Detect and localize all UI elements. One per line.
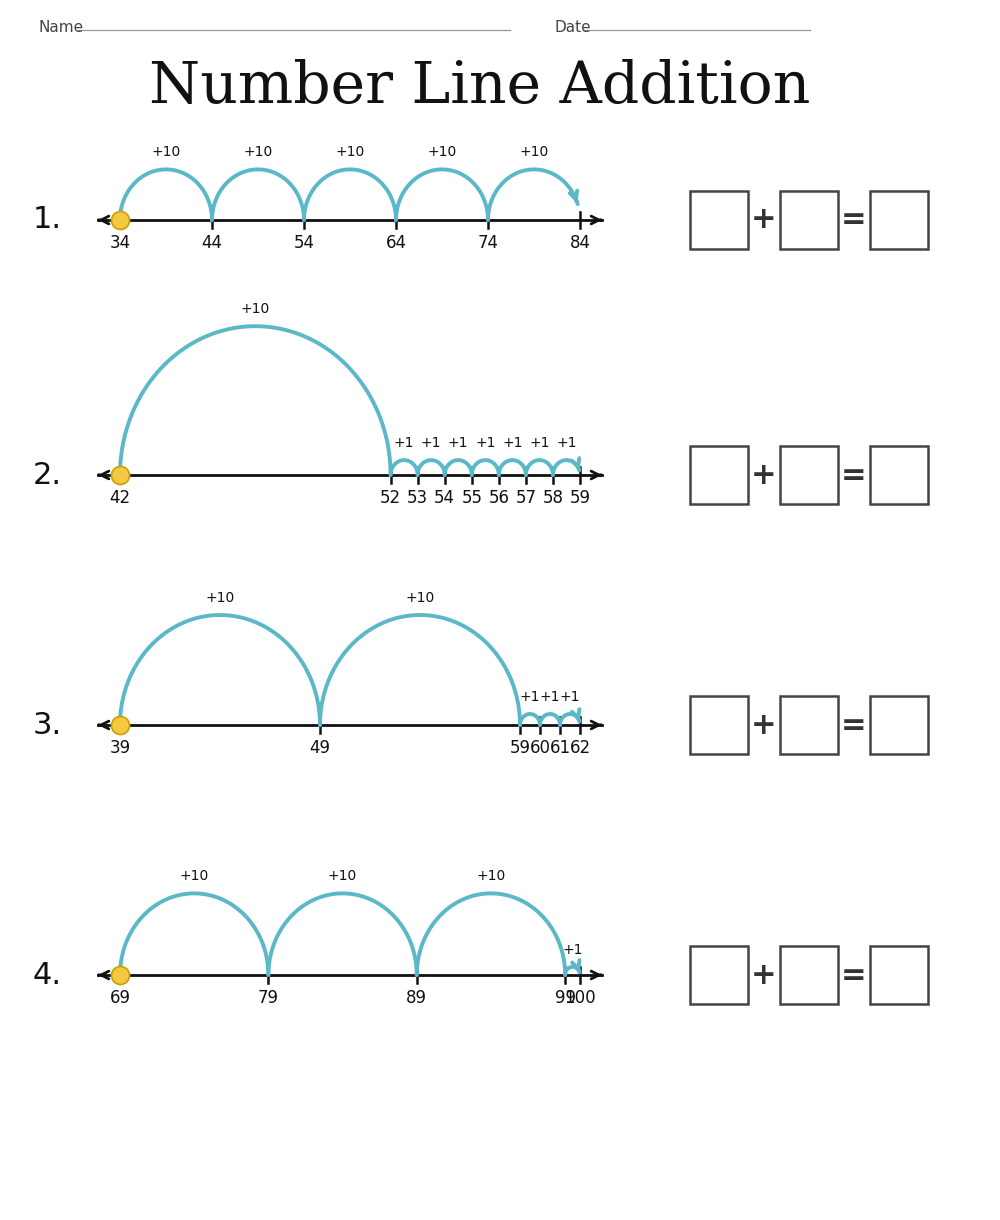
Text: 64: 64 [386,234,406,253]
Text: 59: 59 [570,489,590,508]
Text: +10: +10 [476,870,506,883]
Text: 79: 79 [258,989,279,1006]
Bar [870,695,928,754]
Text: =: = [841,710,867,739]
Text: +1: +1 [520,691,540,704]
Text: 100: 100 [564,989,596,1006]
Text: 1.: 1. [33,205,62,234]
Bar [870,447,928,504]
Text: 99: 99 [555,989,576,1006]
Text: 53: 53 [407,489,428,508]
Bar [780,192,838,249]
Text: 34: 34 [109,234,131,253]
Bar [690,695,748,754]
Text: 4.: 4. [33,960,62,989]
Text: +1: +1 [394,436,414,450]
Text: +1: +1 [560,691,580,704]
Text: +10: +10 [335,145,365,160]
Bar [780,447,838,504]
Text: +10: +10 [243,145,273,160]
Text: +1: +1 [502,436,523,450]
Text: 61: 61 [549,739,571,756]
Text: +1: +1 [540,691,560,704]
Text: +10: +10 [427,145,457,160]
Text: +10: +10 [151,145,181,160]
Text: 56: 56 [488,489,509,508]
Bar [780,946,838,1004]
Bar [690,192,748,249]
Text: =: = [841,205,867,234]
Text: 59: 59 [510,739,530,756]
Text: +10: +10 [205,590,235,605]
Bar [870,192,928,249]
Text: +: + [751,460,777,489]
Text: 89: 89 [406,989,427,1006]
Text: 49: 49 [310,739,330,756]
Text: 54: 54 [294,234,314,253]
Text: +10: +10 [405,590,435,605]
Text: 52: 52 [380,489,401,508]
Text: +1: +1 [448,436,468,450]
Bar [780,695,838,754]
Text: 74: 74 [478,234,498,253]
Text: Date: Date [555,20,592,34]
Text: =: = [841,960,867,989]
Text: +1: +1 [421,436,441,450]
Text: +1: +1 [556,436,577,450]
Text: 2.: 2. [33,460,62,489]
Text: +: + [751,710,777,739]
Text: 58: 58 [542,489,563,508]
Text: =: = [841,460,867,489]
Text: 39: 39 [109,739,131,756]
Text: +10: +10 [241,303,270,316]
Text: +: + [751,960,777,989]
Text: 44: 44 [202,234,222,253]
Text: 60: 60 [530,739,550,756]
Text: Number Line Addition: Number Line Addition [149,59,811,115]
Bar [870,946,928,1004]
Text: 57: 57 [515,489,536,508]
Text: +10: +10 [180,870,209,883]
Text: 55: 55 [461,489,482,508]
Text: +10: +10 [328,870,357,883]
Text: 84: 84 [570,234,590,253]
Text: +1: +1 [475,436,496,450]
Text: +10: +10 [519,145,549,160]
Text: 54: 54 [434,489,455,508]
Text: +1: +1 [529,436,550,450]
Text: 3.: 3. [33,710,62,739]
Text: 62: 62 [569,739,591,756]
Text: Name: Name [38,20,83,34]
Text: 42: 42 [109,489,131,508]
Text: +: + [751,205,777,234]
Text: +1: +1 [562,943,583,956]
Bar [690,946,748,1004]
Bar [690,447,748,504]
Text: 69: 69 [110,989,130,1006]
